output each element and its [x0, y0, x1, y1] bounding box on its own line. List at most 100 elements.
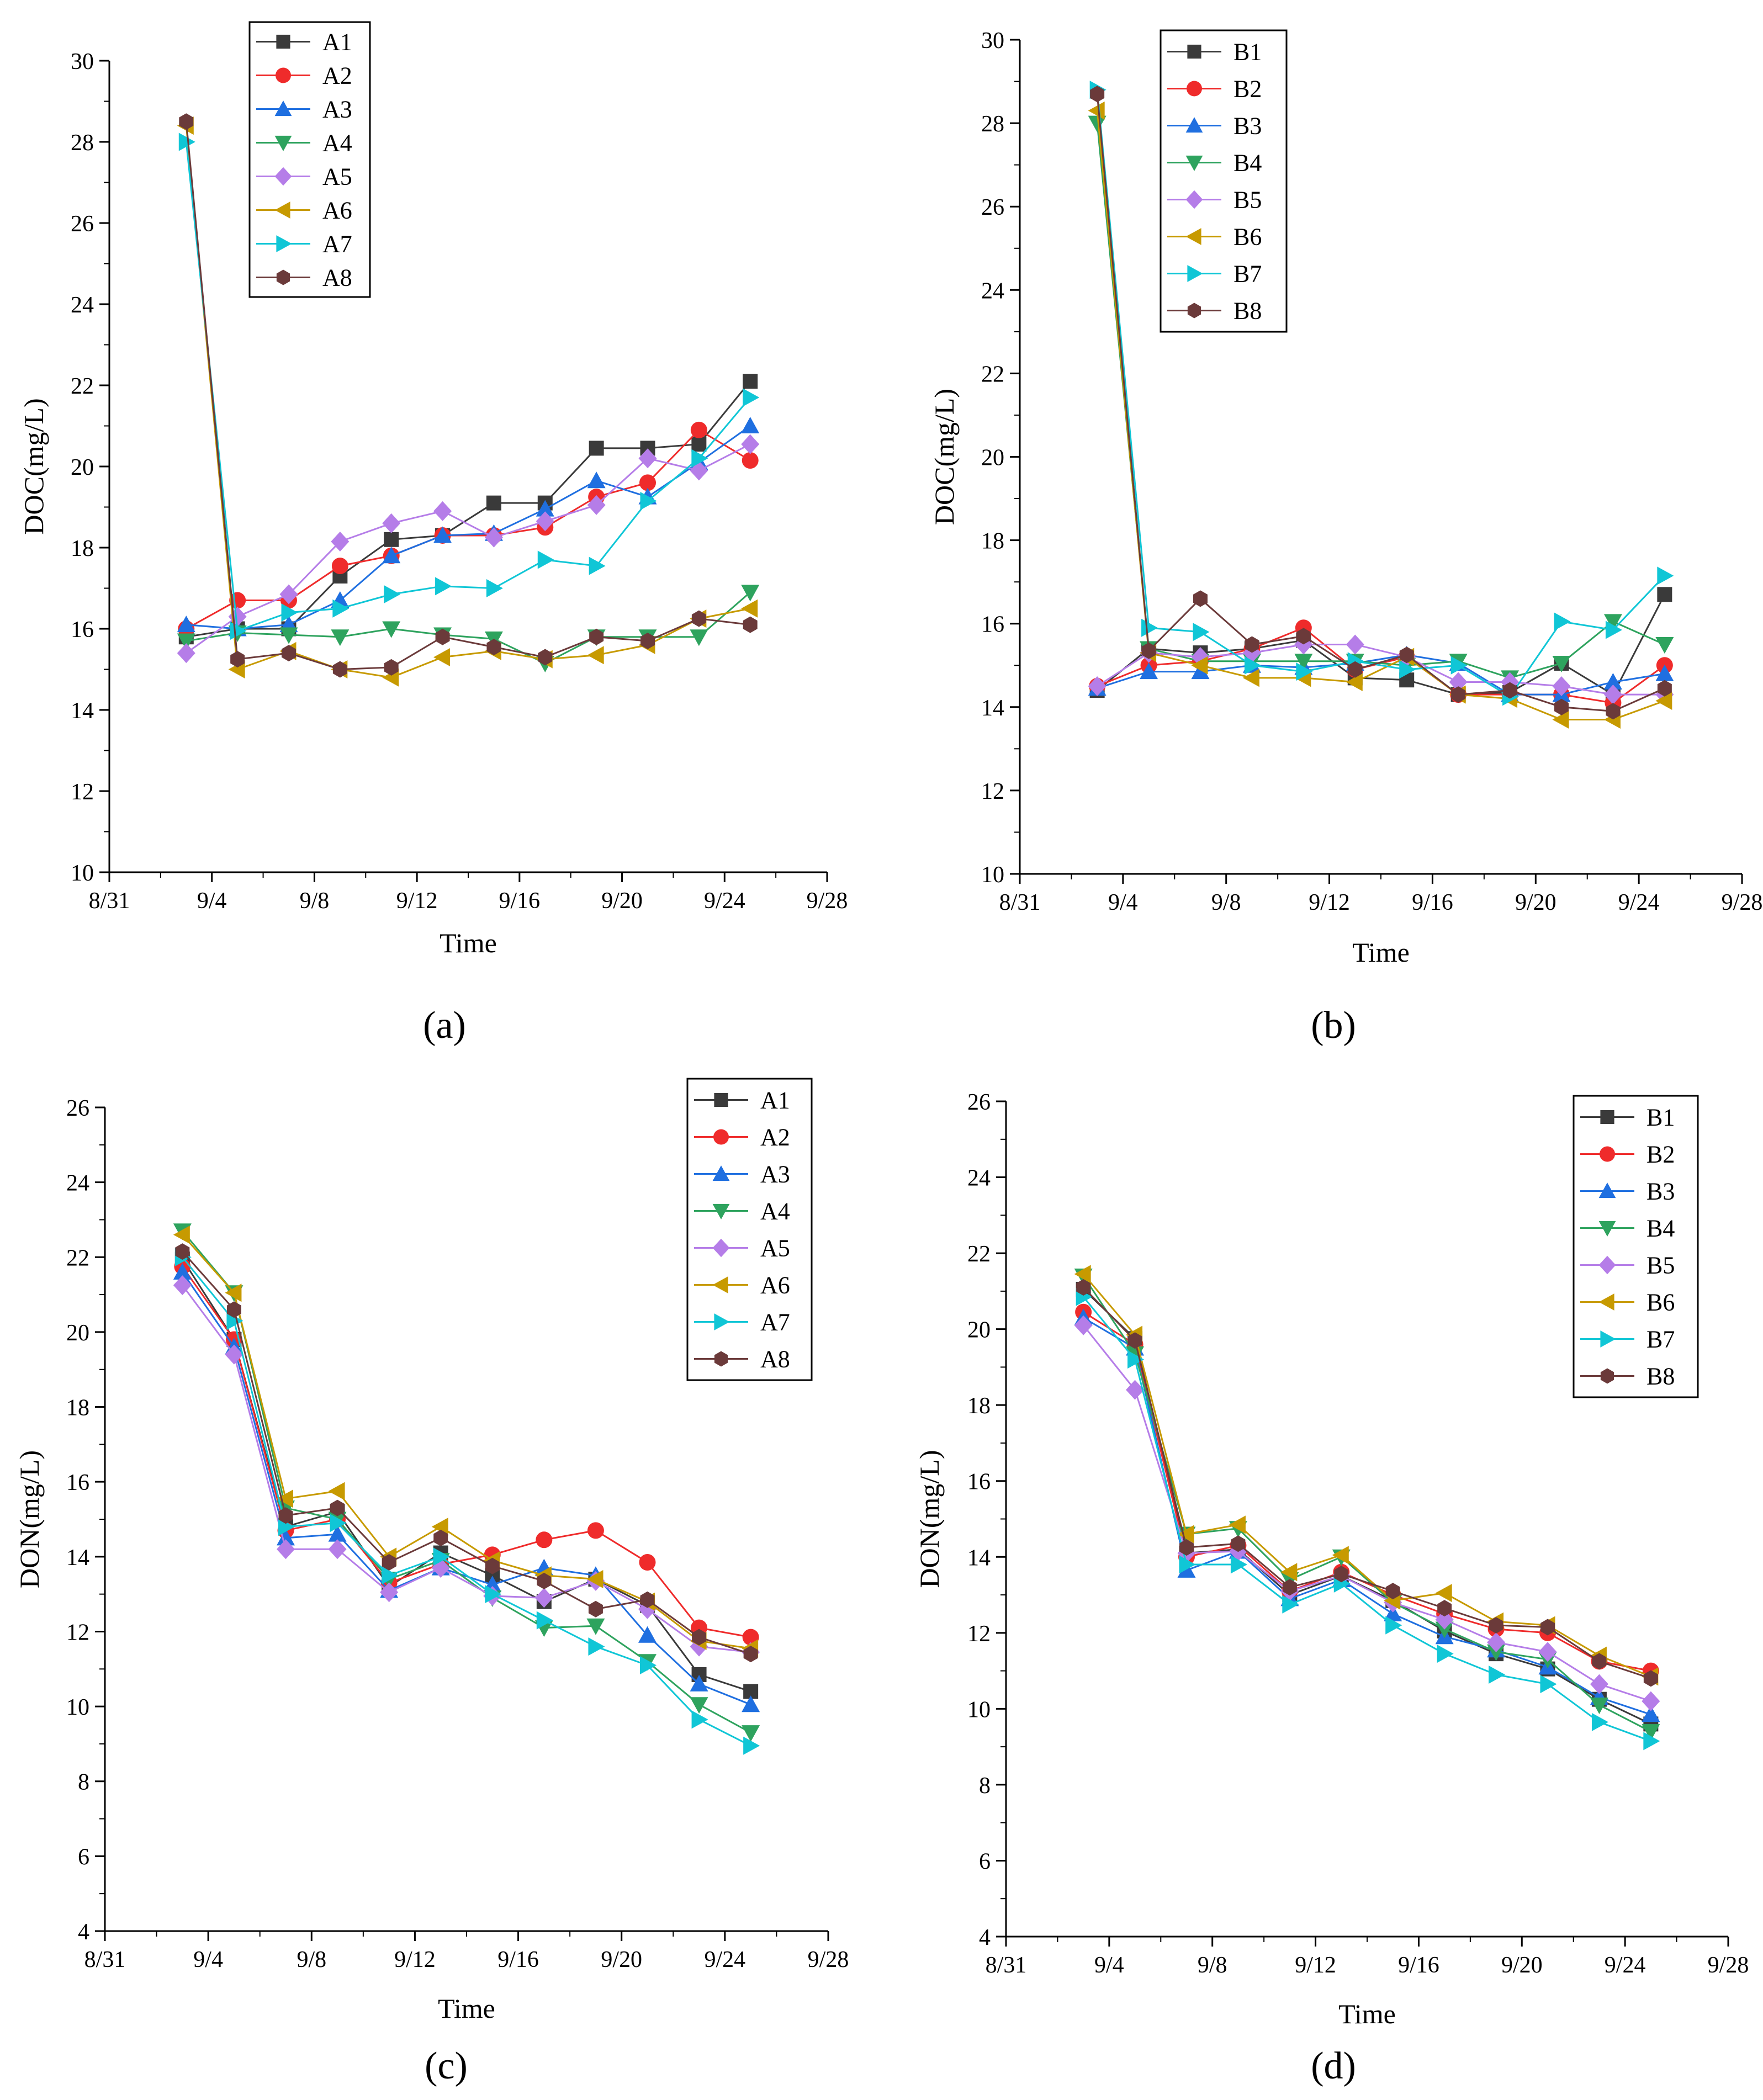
data-point-B8 [1385, 1583, 1400, 1600]
data-point-B7 [1399, 660, 1416, 679]
y-tick-label: 24 [71, 293, 94, 318]
x-tick-label: 9/16 [499, 888, 541, 914]
data-point-A3 [638, 1626, 657, 1643]
legend-marker-A1 [714, 1093, 728, 1107]
legend-marker-B5 [1598, 1255, 1616, 1275]
series-line-A5 [182, 1285, 751, 1653]
x-tick-label: 9/20 [601, 1947, 642, 1972]
data-point-A3 [741, 417, 760, 433]
data-point-A7 [330, 1514, 347, 1532]
legend-label-B5: B5 [1646, 1252, 1675, 1279]
legend-marker-B2 [1187, 81, 1202, 97]
data-point-B8 [1554, 698, 1569, 715]
y-tick-label: 28 [981, 112, 1004, 137]
data-point-B4 [1590, 1697, 1608, 1714]
y-tick-label: 16 [71, 617, 94, 643]
data-point-A6 [431, 1518, 448, 1536]
y-tick-label: 10 [71, 861, 94, 886]
x-tick-label: 9/28 [808, 1947, 849, 1972]
legend-label-B1: B1 [1646, 1104, 1675, 1131]
legend-marker-A5 [274, 167, 292, 186]
x-tick-label: 9/12 [394, 1947, 436, 1972]
panel-label: (a) [423, 1004, 466, 1047]
x-axis-title: Time [440, 927, 497, 958]
data-point-A7 [589, 556, 606, 575]
legend-box [686, 1078, 813, 1381]
data-point-A6 [328, 1482, 345, 1500]
data-point-B4 [1435, 1621, 1454, 1638]
data-point-B4 [1487, 1644, 1506, 1661]
data-point-A5 [328, 1539, 347, 1560]
legend-label-B8: B8 [1646, 1363, 1675, 1390]
series-A7 [174, 1248, 760, 1755]
series-line-B5 [1082, 1324, 1651, 1703]
data-point-A8 [537, 1572, 552, 1589]
y-tick-label: 16 [981, 612, 1004, 638]
data-point-A7 [691, 449, 708, 468]
x-tick-label: 9/28 [807, 888, 848, 914]
x-tick-label: 9/4 [197, 888, 227, 914]
x-tick-label: 9/24 [705, 1947, 746, 1972]
x-tick-label: 9/24 [1605, 1953, 1646, 1978]
data-point-A5 [484, 527, 503, 548]
data-point-B6 [1655, 691, 1672, 710]
data-point-A8 [589, 628, 604, 645]
series-B8 [1076, 1279, 1658, 1687]
legend-label-B6: B6 [1646, 1289, 1675, 1316]
data-point-A8 [175, 1243, 190, 1260]
data-point-A8 [433, 1529, 448, 1546]
legend-label-A5: A5 [760, 1235, 790, 1262]
series-line-B3 [1097, 654, 1665, 696]
data-point-B6 [1242, 669, 1259, 687]
data-point-A8 [384, 659, 399, 676]
data-point-A2 [690, 421, 707, 438]
legend: B1 B2 B3 B4 B5 B6 B7 B8 [1573, 1095, 1699, 1398]
y-axis-title: DON(mg/L) [914, 1450, 945, 1588]
data-point-A3 [742, 1695, 760, 1712]
data-point-B3 [1191, 662, 1210, 680]
x-tick-label: 9/28 [1722, 890, 1763, 915]
data-point-A8 [538, 649, 553, 666]
y-tick-label: 10 [66, 1695, 89, 1720]
data-point-A8 [486, 639, 501, 656]
data-point-A7 [640, 491, 657, 510]
x-tick-label: 9/16 [1412, 890, 1453, 915]
data-point-A6 [741, 599, 758, 618]
data-point-B5 [1435, 1609, 1454, 1630]
data-point-A7 [226, 1312, 243, 1330]
panel-label: (d) [1311, 2045, 1356, 2087]
data-point-A1 [691, 437, 707, 452]
data-point-A1 [384, 532, 399, 547]
x-tick-label: 8/31 [986, 1953, 1027, 1978]
data-point-A3 [690, 1674, 708, 1691]
legend-label-B7: B7 [1646, 1326, 1675, 1353]
data-point-A4 [279, 627, 298, 644]
legend: B1 B2 B3 B4 B5 B6 B7 B8 [1160, 29, 1288, 333]
y-axis-title: DON(mg/L) [14, 1450, 45, 1588]
data-point-B3 [1140, 662, 1158, 680]
legend-marker-A6 [274, 201, 290, 219]
chart-panel-1: 8/31 9/4 9/8 9/12 9/16 9/20 9/24 9/28 10 12 14 16 18… [18, 21, 848, 1047]
data-point-A8 [588, 1600, 603, 1618]
legend-label-A4: A4 [322, 130, 352, 157]
data-point-A5 [534, 1588, 553, 1608]
x-tick-label: 9/12 [396, 888, 438, 914]
y-tick-label: 24 [981, 278, 1004, 304]
data-point-B4 [1552, 655, 1571, 672]
x-tick-label: 9/12 [1295, 1953, 1336, 1978]
x-tick-label: 9/8 [1211, 890, 1241, 915]
data-point-B4 [1642, 1724, 1660, 1741]
data-point-A6 [225, 1284, 242, 1302]
legend-marker-B3 [1185, 117, 1203, 133]
data-point-A7 [486, 579, 503, 597]
legend-marker-B4 [1185, 155, 1203, 171]
legend-marker-A2 [276, 67, 291, 83]
data-point-B7 [1296, 662, 1313, 681]
y-tick-label: 16 [967, 1470, 991, 1495]
legend-marker-A6 [712, 1276, 728, 1293]
legend-marker-B6 [1185, 228, 1201, 245]
y-tick-label: 12 [967, 1621, 991, 1647]
y-tick-label: 12 [981, 779, 1004, 804]
legend-marker-B7 [1600, 1330, 1616, 1348]
legend-marker-B8 [1187, 303, 1201, 319]
